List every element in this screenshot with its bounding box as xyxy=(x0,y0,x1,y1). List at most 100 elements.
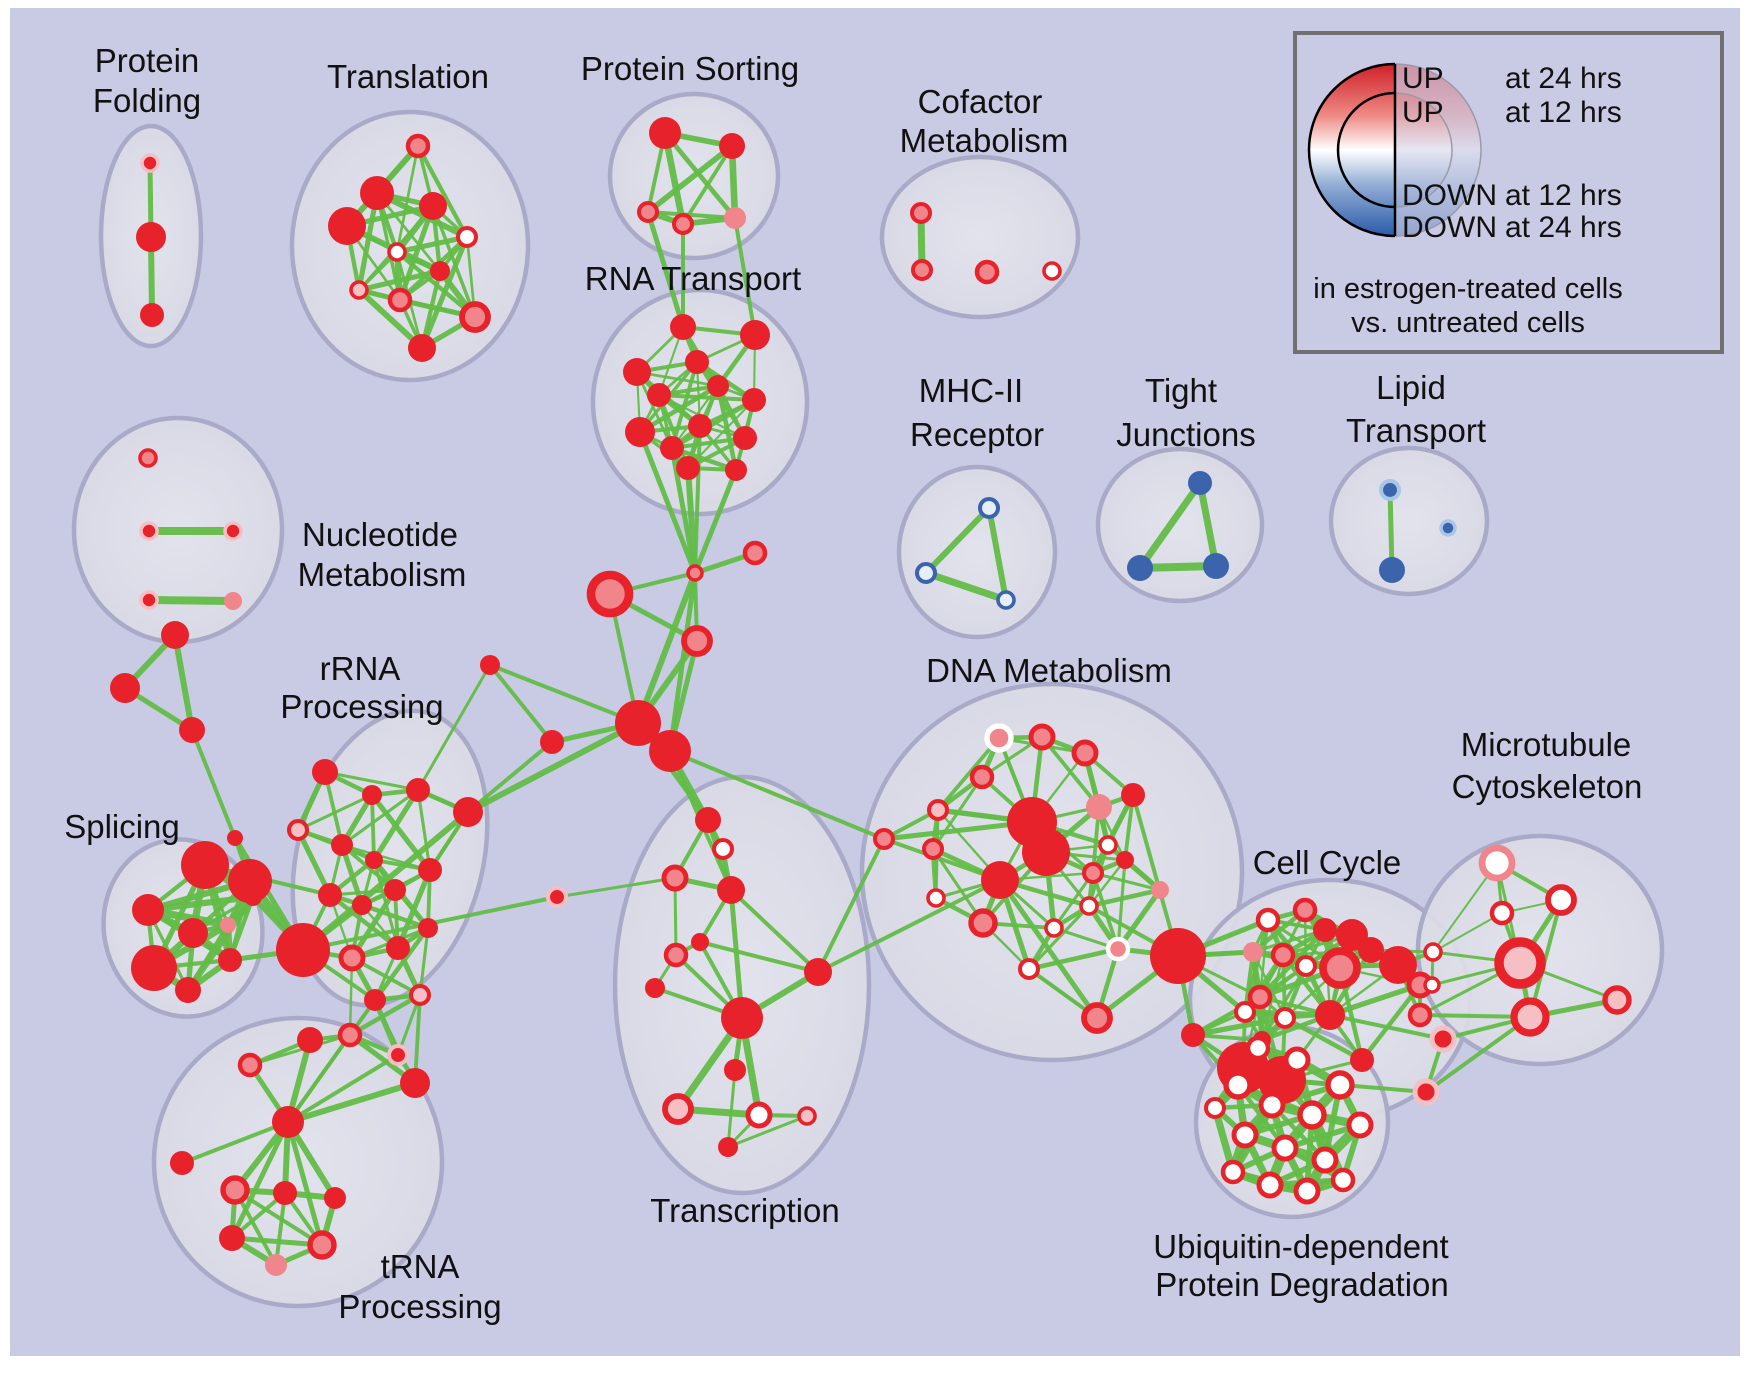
network-edge xyxy=(733,216,757,337)
network-edge xyxy=(923,505,992,576)
network-node xyxy=(1255,907,1281,933)
network-node xyxy=(1350,1048,1374,1072)
network-edge xyxy=(1136,479,1204,572)
network-node xyxy=(1127,555,1153,581)
network-node xyxy=(615,700,661,746)
cluster-label-pf: Protein xyxy=(95,42,200,79)
network-node xyxy=(179,717,205,743)
network-node xyxy=(1017,957,1041,981)
network-node xyxy=(804,958,832,986)
cluster-label-ts: Transcription xyxy=(650,1192,840,1229)
network-node xyxy=(718,1137,738,1157)
cluster-label-mh: Receptor xyxy=(910,416,1044,453)
network-node xyxy=(742,388,766,412)
network-node xyxy=(312,759,338,785)
network-node xyxy=(1223,1070,1253,1100)
network-node xyxy=(1181,1023,1205,1047)
network-node xyxy=(1258,1091,1286,1119)
network-node xyxy=(686,564,704,582)
cluster-label-ub: Ubiquitin-dependent xyxy=(1153,1228,1448,1265)
network-edge xyxy=(1086,887,1163,909)
network-node xyxy=(725,459,747,481)
cluster-label-pf: Folding xyxy=(93,82,201,119)
network-edge xyxy=(1424,1015,1532,1094)
legend-time-label: at 12 hrs xyxy=(1505,96,1622,129)
network-edge xyxy=(729,888,820,974)
network-node xyxy=(671,212,695,236)
network-node xyxy=(387,287,413,313)
network-node xyxy=(1489,900,1515,926)
network-node xyxy=(480,655,500,675)
network-node xyxy=(695,807,721,833)
network-node xyxy=(1121,783,1145,807)
cluster-label-tj: Junctions xyxy=(1116,416,1255,453)
network-node xyxy=(220,1175,250,1205)
network-node xyxy=(670,314,696,340)
cluster-label-mt: Microtubule xyxy=(1461,726,1632,763)
network-node xyxy=(1378,478,1402,502)
network-edge xyxy=(1257,927,1328,1000)
network-edge xyxy=(670,436,747,450)
network-node xyxy=(926,798,950,822)
network-node xyxy=(1313,918,1337,942)
network-node xyxy=(178,918,208,948)
network-node xyxy=(1271,1134,1299,1162)
network-node xyxy=(1510,997,1550,1037)
network-node xyxy=(1293,1177,1321,1205)
network-node xyxy=(430,261,450,281)
network-node xyxy=(265,1254,287,1276)
network-node xyxy=(408,983,432,1007)
network-node xyxy=(408,334,436,362)
network-node xyxy=(1203,553,1229,579)
network-node xyxy=(400,1068,430,1098)
legend-time-label: at 24 hrs xyxy=(1505,62,1622,95)
network-node xyxy=(586,570,634,618)
network-edge xyxy=(356,268,443,293)
cluster-label-ub: Protein Degradation xyxy=(1155,1266,1449,1303)
network-edge xyxy=(657,393,690,470)
network-edge xyxy=(285,1080,418,1125)
cluster-label-mt: Cytoskeleton xyxy=(1452,768,1643,805)
network-node xyxy=(1231,1121,1259,1149)
network-node xyxy=(1545,884,1577,916)
network-node xyxy=(688,414,712,438)
network-node xyxy=(418,858,442,882)
network-node xyxy=(273,1181,297,1205)
cluster-label-tn: tRNA xyxy=(381,1248,460,1285)
network-edge xyxy=(340,788,420,847)
network-node xyxy=(1042,261,1062,281)
network-node xyxy=(661,864,689,892)
network-node xyxy=(724,207,746,229)
network-node xyxy=(1478,844,1516,882)
network-edge xyxy=(681,144,734,226)
network-node xyxy=(1098,835,1118,855)
network-node xyxy=(921,837,945,861)
network-edge xyxy=(1251,928,1327,954)
network-node xyxy=(220,917,236,933)
network-edge xyxy=(635,570,698,726)
network-node xyxy=(1151,881,1169,899)
legend-box xyxy=(1293,31,1724,354)
network-node xyxy=(218,948,242,972)
cluster-label-sp: Splicing xyxy=(64,808,180,845)
network-node xyxy=(1315,1000,1345,1030)
cluster-label-cc: Cell Cycle xyxy=(1253,844,1402,881)
network-edge xyxy=(488,663,554,744)
legend-note-line1: in estrogen-treated cells xyxy=(1313,273,1623,305)
network-node xyxy=(1081,1002,1113,1034)
network-node xyxy=(625,417,655,447)
network-node xyxy=(540,730,564,754)
network-node xyxy=(1220,1159,1246,1185)
network-edge xyxy=(1387,487,1395,573)
network-node xyxy=(228,859,272,903)
network-node xyxy=(1494,937,1546,989)
network-node xyxy=(1028,723,1056,751)
network-node xyxy=(717,876,745,904)
network-node xyxy=(140,153,160,173)
cluster-label-dm: DNA Metabolism xyxy=(926,652,1172,689)
cluster-ellipse-tj xyxy=(1095,446,1265,604)
network-node xyxy=(681,625,713,657)
cluster-ellipse-cf xyxy=(879,154,1081,320)
network-node xyxy=(1203,1096,1227,1120)
network-edge xyxy=(1528,898,1563,1019)
